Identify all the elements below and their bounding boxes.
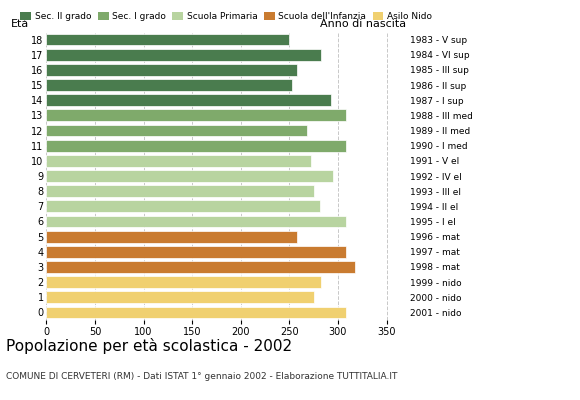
Text: Popolazione per età scolastica - 2002: Popolazione per età scolastica - 2002 [6,338,292,354]
Bar [46,261,356,273]
Bar [46,200,321,212]
Bar [46,231,297,242]
Text: Anno di nascita: Anno di nascita [320,19,406,29]
Bar [46,306,346,318]
Bar [46,49,321,61]
Bar [46,64,297,76]
Bar [46,291,314,303]
Text: Età: Età [10,19,28,29]
Bar [46,276,321,288]
Bar [46,34,289,46]
Bar [46,216,346,227]
Bar [46,170,333,182]
Bar [46,155,311,167]
Bar [46,246,346,258]
Bar [46,140,346,152]
Legend: Sec. II grado, Sec. I grado, Scuola Primaria, Scuola dell'Infanzia, Asilo Nido: Sec. II grado, Sec. I grado, Scuola Prim… [17,8,436,25]
Bar [46,94,331,106]
Bar [46,125,307,136]
Bar [46,79,292,91]
Bar [46,110,346,121]
Text: COMUNE DI CERVETERI (RM) - Dati ISTAT 1° gennaio 2002 - Elaborazione TUTTITALIA.: COMUNE DI CERVETERI (RM) - Dati ISTAT 1°… [6,372,397,381]
Bar [46,185,314,197]
